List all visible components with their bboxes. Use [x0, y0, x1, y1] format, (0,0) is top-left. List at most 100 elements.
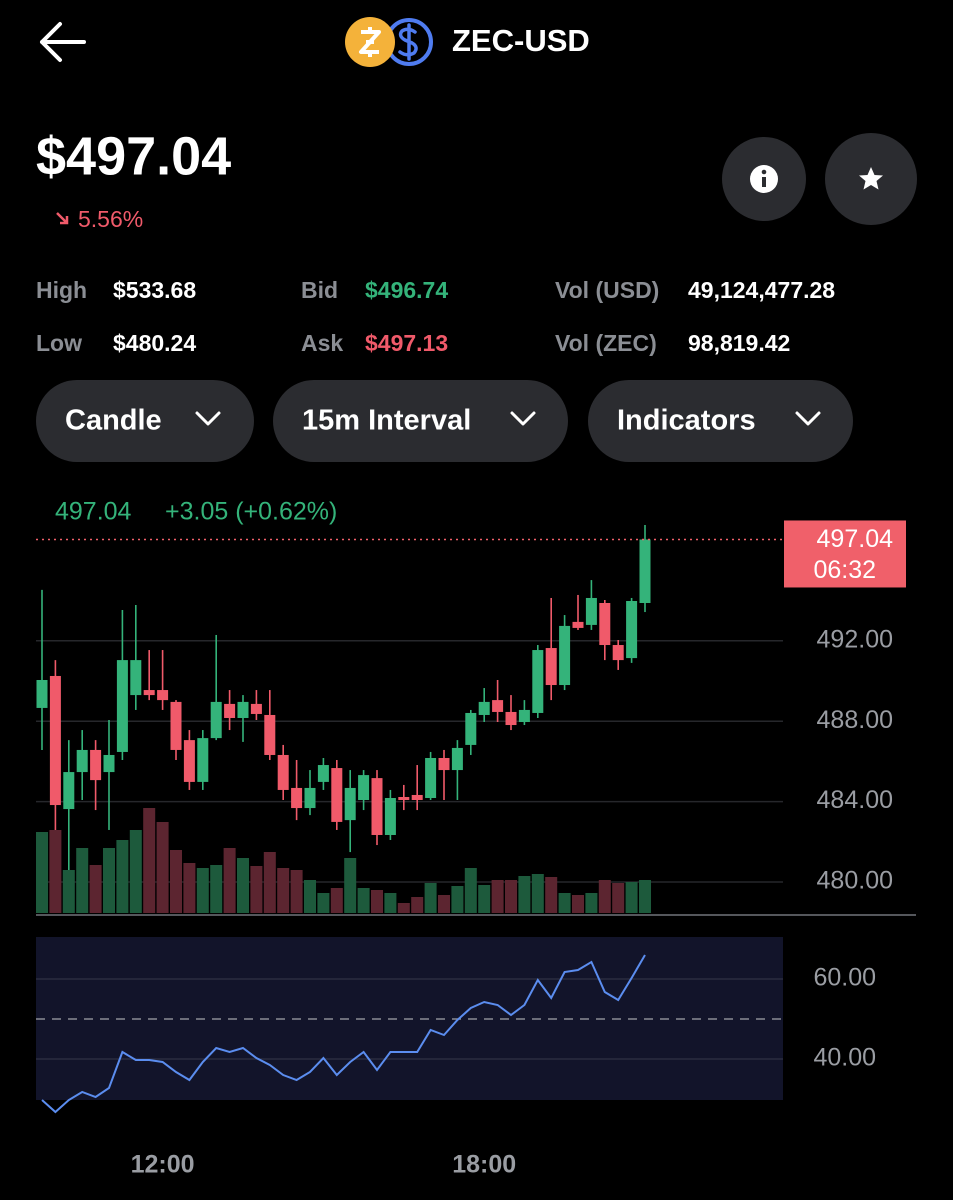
candle-body — [398, 796, 410, 801]
price-tag-value: 497.04 — [817, 525, 894, 553]
price-tag — [784, 520, 906, 588]
candle-body — [344, 787, 356, 821]
x-tick-label: 18:00 — [452, 1151, 516, 1179]
candle-body — [612, 645, 624, 661]
volume-bar — [62, 870, 75, 913]
candle-body — [639, 539, 651, 603]
stat-label: Vol (ZEC) — [555, 330, 657, 356]
candle-body — [210, 701, 222, 739]
volume-bar — [277, 868, 290, 913]
volume-bar — [371, 890, 383, 913]
volume-bar — [424, 883, 437, 913]
info-icon-dot — [761, 169, 767, 175]
candle-body — [264, 714, 276, 755]
price-tag-countdown: 06:32 — [813, 556, 876, 584]
volume-bar — [129, 830, 142, 913]
candle-body — [250, 703, 262, 714]
button-label: Indicators — [617, 405, 756, 437]
volume-bar — [170, 850, 182, 913]
volume-bar — [317, 893, 330, 913]
candle-body — [317, 765, 329, 782]
candle-body — [237, 701, 249, 718]
candle-body — [76, 749, 88, 773]
stat-label: Ask — [301, 330, 343, 356]
volume-bar — [304, 880, 316, 913]
stat-value: $480.24 — [113, 330, 196, 356]
volume-bar — [357, 888, 370, 913]
chevron — [510, 411, 536, 426]
candle-body — [371, 778, 383, 835]
volume-bar — [572, 895, 584, 913]
y-tick-label: 60.00 — [813, 964, 876, 992]
button-label: 15m Interval — [302, 405, 471, 437]
candle-body — [116, 660, 128, 752]
candle-body — [532, 650, 544, 713]
stat-value: $497.13 — [365, 330, 448, 356]
volume-bar — [76, 848, 89, 913]
volume-bar — [116, 840, 129, 913]
stat-value: 98,819.42 — [688, 330, 790, 356]
volume-bar — [290, 870, 303, 913]
candle-body — [103, 754, 115, 773]
candle-body — [626, 600, 638, 659]
button-label: Candle — [65, 405, 162, 437]
volume-bar — [397, 903, 410, 913]
candle-body — [49, 675, 61, 806]
indicators-button[interactable] — [588, 380, 853, 462]
rsi-line — [41, 954, 646, 1114]
candle-body — [63, 772, 75, 810]
zec-glyph — [359, 27, 381, 57]
candle-body — [170, 701, 182, 750]
candle-body — [358, 775, 370, 801]
volume-bar — [263, 852, 276, 913]
candle-body — [331, 768, 343, 822]
volume-bar — [451, 886, 464, 913]
volume-bar — [411, 897, 424, 913]
stat-label: Bid — [301, 277, 338, 303]
y-tick-label: 40.00 — [813, 1044, 876, 1072]
volume-bar — [237, 858, 249, 913]
volume-bar — [585, 893, 598, 913]
candle-body — [384, 798, 396, 835]
volume-bar — [89, 865, 102, 913]
volume-bar — [625, 882, 638, 913]
interval-button[interactable] — [273, 380, 568, 462]
volume-bar — [330, 888, 343, 913]
candle-body — [492, 700, 504, 712]
volume-bar — [438, 895, 450, 913]
candle-body — [545, 648, 557, 686]
volume-bar — [36, 832, 48, 913]
candle-body — [585, 597, 597, 625]
candle-body — [505, 711, 517, 726]
volume-bar — [558, 893, 571, 913]
legend-change: +3.05 (+0.62%) — [165, 498, 337, 526]
back-button[interactable] — [40, 22, 86, 62]
volume-bar — [518, 876, 531, 913]
candle-body — [90, 749, 102, 781]
stat-value: 49,124,477.28 — [688, 277, 835, 303]
volume-bar — [531, 874, 544, 913]
candle-body — [143, 690, 155, 696]
chevron — [195, 411, 221, 426]
candle-body — [277, 754, 289, 790]
y-tick-label: 484.00 — [817, 786, 893, 814]
volume-bar — [183, 863, 196, 913]
chevron — [795, 411, 821, 426]
candle-body — [157, 690, 169, 701]
volume-bar — [545, 877, 558, 913]
volume-bar — [250, 866, 263, 913]
candle-body — [572, 621, 584, 628]
chart-type-button[interactable] — [36, 380, 254, 462]
candle-body — [465, 712, 477, 745]
volume-bar — [384, 893, 397, 913]
candle-body — [478, 701, 490, 715]
volume-bar — [505, 880, 517, 913]
volume-bar — [143, 808, 156, 913]
stat-label: High — [36, 277, 87, 303]
candle-body — [559, 625, 571, 686]
usd-glyph — [398, 23, 418, 61]
star-icon — [859, 167, 883, 190]
stat-value: $496.74 — [365, 277, 448, 303]
candle-body — [411, 794, 423, 801]
